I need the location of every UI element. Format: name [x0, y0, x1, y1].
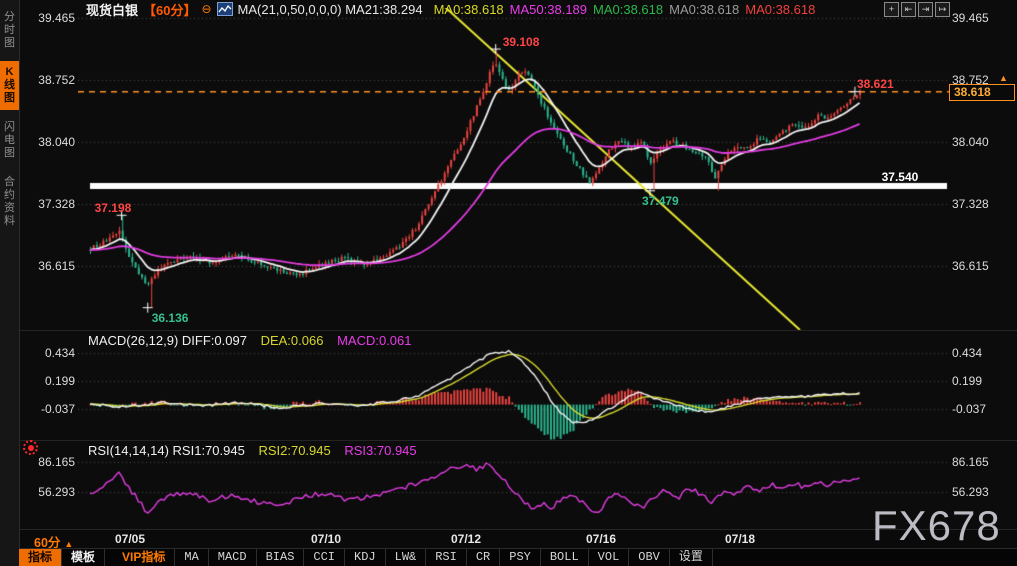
indicator-button-CCI[interactable]: CCI: [304, 549, 346, 566]
ma-value-label: MA0:38.618: [593, 1, 664, 17]
rsi-pane-header: RSI(14,14,14) RSI1:70.945 RSI2:70.945 RS…: [88, 443, 417, 458]
axis-label: 36.615: [952, 259, 989, 273]
axis-label: 56.293: [952, 484, 989, 499]
interval-selector[interactable]: 60分 ▲: [34, 532, 73, 551]
current-price-value: 38.618: [954, 85, 991, 99]
pan-icon[interactable]: +: [884, 2, 899, 17]
axis-label: 0.199: [44, 373, 75, 388]
pane-divider[interactable]: [19, 330, 1017, 331]
price-alert-icon: ▲: [999, 73, 1008, 83]
indicator-button-BOLL[interactable]: BOLL: [541, 549, 589, 566]
indicator-button-VIP指标[interactable]: VIP指标: [113, 549, 176, 566]
go-latest-icon[interactable]: ↦: [935, 2, 950, 17]
symbol-title: 现货白银: [86, 2, 139, 18]
axis-label: 86.165: [952, 455, 989, 469]
macd-dea-label: DEA:0.066: [260, 333, 324, 348]
collapse-icon[interactable]: ⊖: [201, 2, 212, 16]
macd-pane-header: MACD(26,12,9) DIFF:0.097 DEA:0.066 MACD:…: [88, 333, 412, 348]
axis-label: 38.040: [952, 135, 989, 149]
indicator-button-BIAS[interactable]: BIAS: [257, 549, 305, 566]
ma-value-label: MA0:38.618: [433, 1, 504, 17]
axis-label: 36.615: [38, 259, 75, 273]
axis-label: 39.465: [38, 11, 75, 25]
sidebar-tab-分时图[interactable]: 分时图: [4, 11, 15, 49]
chart-tool-icons: + ⇤ ⇥ ↦: [884, 2, 950, 17]
indicator-button-KDJ[interactable]: KDJ: [345, 549, 386, 566]
axis-label: 0.434: [44, 346, 75, 361]
ma-value-label: MA50:38.189: [509, 1, 588, 17]
chart-canvas[interactable]: [78, 8, 950, 530]
axis-label: 0.434: [952, 346, 983, 361]
axis-label: 0.199: [952, 373, 983, 388]
up-triangle-icon: ▲: [64, 539, 74, 549]
chart-icon: [216, 2, 233, 16]
indicator-button-MACD[interactable]: MACD: [209, 549, 257, 566]
indicator-button-LW&[interactable]: LW&: [386, 549, 427, 566]
date-label: 07/18: [724, 532, 756, 546]
axis-label: 39.465: [952, 11, 989, 25]
toolbar-tab-指标[interactable]: 指标: [19, 549, 63, 566]
zoom-out-icon[interactable]: ⇥: [918, 2, 933, 17]
indicator-button-OBV[interactable]: OBV: [629, 549, 670, 566]
sidebar-tab-合约资料[interactable]: 合约资料: [4, 176, 15, 227]
toolbar-tab-模板[interactable]: 模板: [62, 549, 106, 566]
macd-macd-label: MACD:0.061: [337, 333, 412, 348]
axis-label: 38.040: [38, 135, 75, 149]
watermark: FX678: [872, 502, 1001, 549]
axis-label: 86.165: [38, 455, 75, 469]
indicator-button-设置[interactable]: 设置: [670, 549, 713, 566]
pane-divider[interactable]: [19, 440, 1017, 441]
current-price-tag: 38.618: [949, 84, 1015, 101]
indicator-button-VOL[interactable]: VOL: [589, 549, 630, 566]
axis-label: 37.328: [952, 196, 989, 211]
zoom-in-icon[interactable]: ⇤: [901, 2, 916, 17]
axis-label: 37.328: [38, 196, 75, 211]
rsi2-label: RSI2:70.945: [258, 443, 331, 458]
date-label: 07/16: [585, 532, 617, 546]
chart-header: 现货白银 【60分】 ⊖ MA(21,0,50,0,0,0) MA21:38.2…: [86, 1, 816, 18]
indicator-button-PSY[interactable]: PSY: [500, 549, 541, 566]
ma-value-label: MA0:38.618: [745, 1, 816, 17]
axis-label: -0.037: [40, 401, 75, 416]
rsi1-label: RSI(14,14,14) RSI1:70.945: [88, 443, 245, 458]
axis-label: -0.037: [952, 401, 987, 416]
sidebar-tab-闪电图[interactable]: 闪电图: [4, 121, 15, 159]
date-label: 07/05: [114, 532, 146, 546]
indicator-button-RSI[interactable]: RSI: [426, 549, 467, 566]
macd-diff-label: MACD(26,12,9) DIFF:0.097: [88, 333, 247, 348]
interval-tag: 【60分】: [143, 2, 197, 18]
date-label: 07/10: [310, 532, 342, 546]
axis-label: 56.293: [38, 484, 75, 499]
indicator-toolbar: 指标 模板 VIP指标 MA MACD BIAS CCI KDJ LW& RSI CR PSY BOLL…: [19, 548, 1017, 566]
ma-value-label: MA0:38.618: [669, 1, 740, 17]
indicator-button-MA[interactable]: MA: [175, 549, 209, 566]
alert-burst-icon[interactable]: [23, 440, 38, 455]
ma-settings-label: MA(21,0,50,0,0,0) MA21:38.294: [237, 1, 423, 17]
axis-label: 38.752: [38, 73, 75, 88]
interval-label: 60分: [34, 536, 61, 550]
indicator-button-CR[interactable]: CR: [467, 549, 501, 566]
rsi3-label: RSI3:70.945: [344, 443, 417, 458]
date-label: 07/12: [450, 532, 482, 546]
time-axis: 60分 ▲ 07/05 07/10 07/12 07/16 07/18: [19, 529, 1017, 551]
ma-values: MA0:38.618 MA50:38.189 MA0:38.618 MA0:38.61…: [428, 2, 816, 17]
